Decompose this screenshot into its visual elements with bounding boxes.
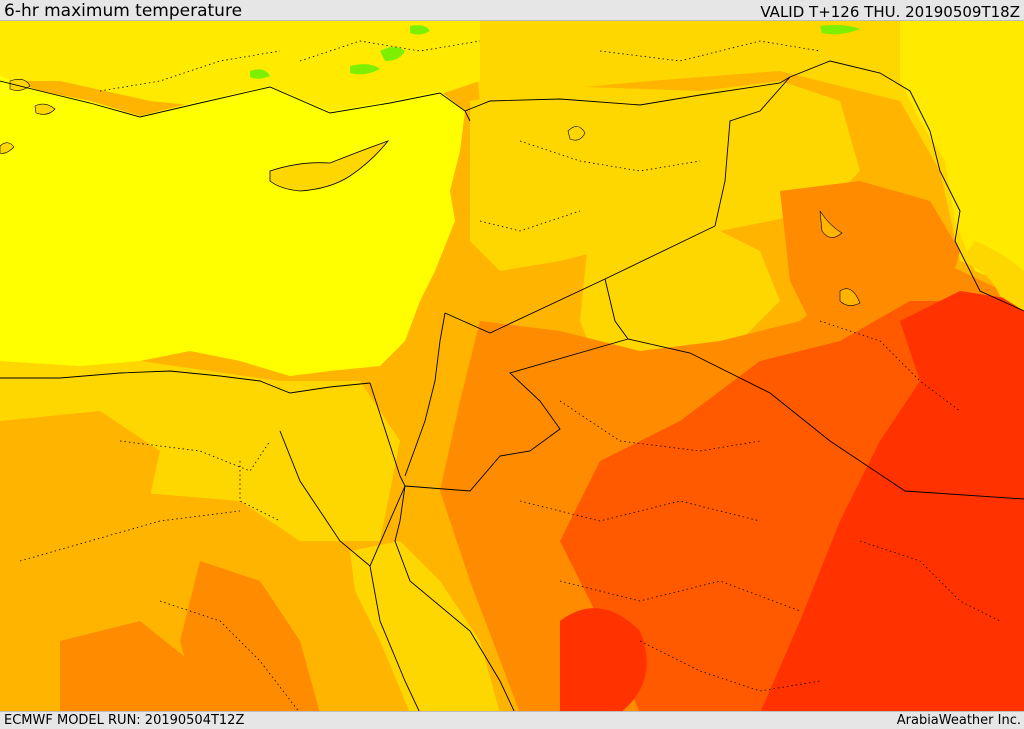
turkey-yellow bbox=[0, 21, 480, 121]
aegean-island-1 bbox=[34, 103, 56, 115]
egypt-amber bbox=[0, 411, 160, 581]
green-patch-3 bbox=[250, 69, 270, 79]
persian-gulf bbox=[960, 241, 1024, 311]
political-borders bbox=[0, 60, 1024, 711]
green-patch-5 bbox=[410, 25, 430, 35]
crete bbox=[0, 142, 15, 154]
green-patch-4 bbox=[820, 25, 860, 35]
lake-iraq-2 bbox=[839, 288, 861, 306]
temperature-map-svg bbox=[0, 21, 1024, 711]
red-zone-east bbox=[760, 291, 1024, 711]
mediterranean-sea bbox=[0, 76, 465, 376]
credit-label: ArabiaWeather Inc. bbox=[896, 713, 1021, 728]
lake-iraq-1 bbox=[819, 210, 843, 238]
red-zone-south bbox=[560, 608, 647, 711]
internal-borders bbox=[19, 40, 1001, 711]
map-title: 6-hr maximum temperature bbox=[4, 1, 243, 21]
footer-bar: ECMWF MODEL RUN: 20190504T12Z ArabiaWeat… bbox=[0, 712, 1024, 729]
cyprus bbox=[269, 140, 390, 192]
lake-tuz bbox=[567, 126, 586, 141]
syria-gold bbox=[470, 81, 860, 271]
temperature-map bbox=[0, 20, 1024, 712]
header-bar: 6-hr maximum temperature VALID T+126 THU… bbox=[0, 0, 1024, 20]
green-patch-1 bbox=[380, 47, 405, 61]
sudan-orange bbox=[60, 621, 200, 711]
red-sea bbox=[350, 541, 500, 711]
valid-time: VALID T+126 THU. 20190509T18Z bbox=[760, 3, 1020, 21]
model-run-label: ECMWF MODEL RUN: 20190504T12Z bbox=[4, 713, 245, 728]
ne-yellow bbox=[900, 21, 1024, 291]
upper-egypt-orange bbox=[180, 561, 320, 711]
green-patch-2 bbox=[350, 64, 380, 75]
